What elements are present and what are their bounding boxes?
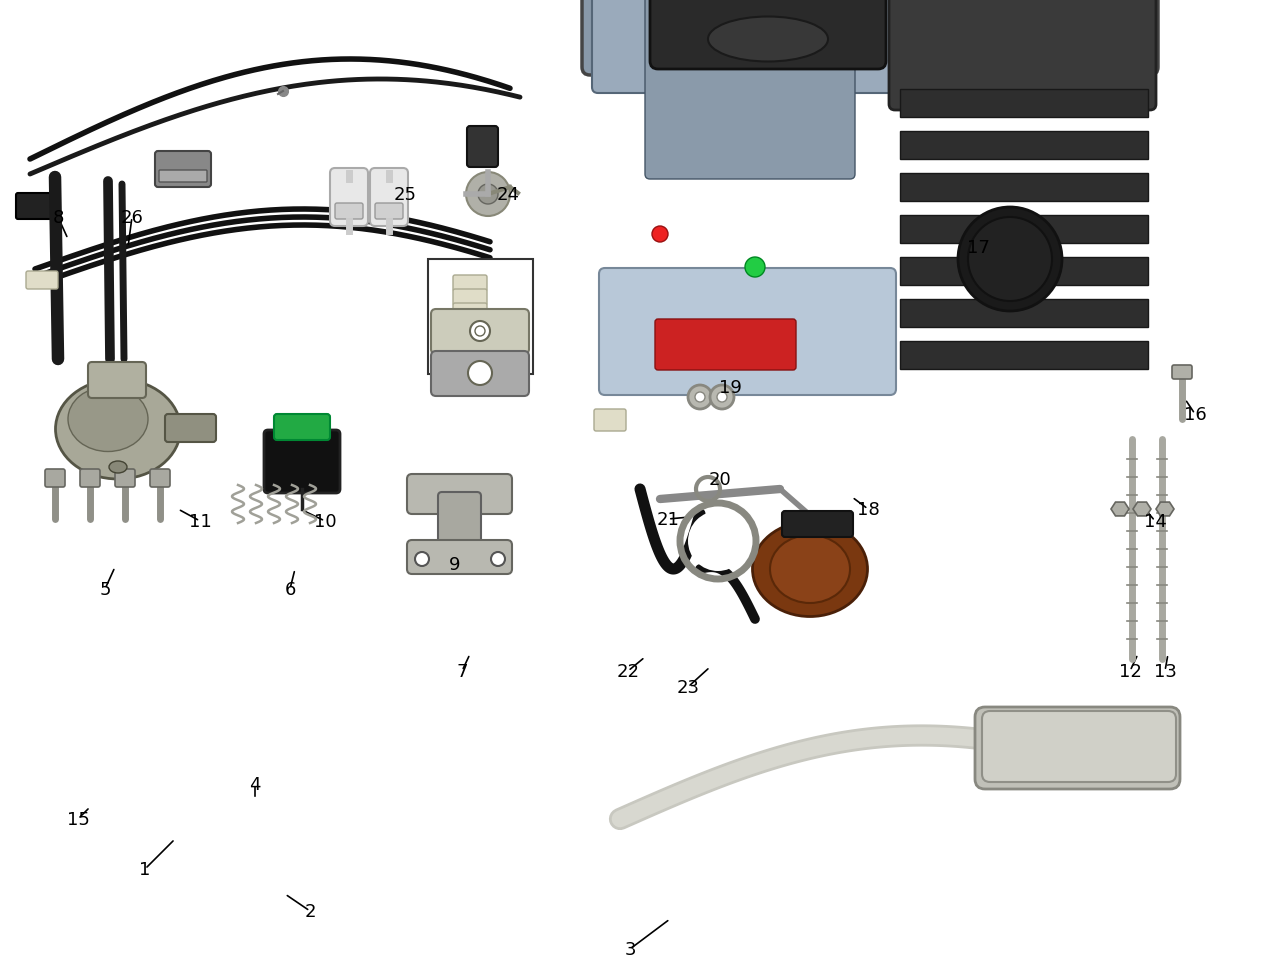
FancyBboxPatch shape <box>645 0 855 180</box>
FancyBboxPatch shape <box>890 0 1156 111</box>
Ellipse shape <box>109 462 127 473</box>
FancyBboxPatch shape <box>453 304 486 320</box>
FancyBboxPatch shape <box>26 272 58 289</box>
FancyBboxPatch shape <box>438 493 481 558</box>
FancyBboxPatch shape <box>650 0 886 70</box>
Circle shape <box>492 553 506 566</box>
FancyBboxPatch shape <box>975 707 1180 789</box>
Ellipse shape <box>771 535 850 603</box>
Text: 26: 26 <box>120 208 143 227</box>
FancyBboxPatch shape <box>982 711 1176 782</box>
FancyBboxPatch shape <box>15 194 55 220</box>
Text: 16: 16 <box>1184 406 1206 423</box>
Text: 24: 24 <box>497 186 520 203</box>
Text: 2: 2 <box>305 902 316 920</box>
FancyBboxPatch shape <box>655 320 796 371</box>
Circle shape <box>695 392 705 403</box>
Circle shape <box>689 385 712 410</box>
Text: 22: 22 <box>617 662 640 681</box>
Text: 10: 10 <box>314 512 337 530</box>
Circle shape <box>957 207 1062 312</box>
Text: 23: 23 <box>677 679 699 696</box>
Text: 25: 25 <box>393 186 416 203</box>
FancyBboxPatch shape <box>407 474 512 514</box>
Text: 7: 7 <box>456 662 467 681</box>
Circle shape <box>745 258 765 278</box>
Text: 21: 21 <box>657 511 680 528</box>
FancyBboxPatch shape <box>582 0 1158 76</box>
Bar <box>900 258 1148 286</box>
FancyBboxPatch shape <box>165 415 216 443</box>
FancyBboxPatch shape <box>453 276 486 291</box>
Ellipse shape <box>753 522 868 617</box>
FancyBboxPatch shape <box>370 169 408 227</box>
FancyBboxPatch shape <box>1172 366 1192 379</box>
Circle shape <box>468 362 492 385</box>
FancyBboxPatch shape <box>467 127 498 168</box>
FancyBboxPatch shape <box>407 541 512 574</box>
Text: 9: 9 <box>449 556 461 573</box>
Text: 19: 19 <box>718 378 741 397</box>
Circle shape <box>710 385 733 410</box>
Text: 5: 5 <box>100 580 111 599</box>
Polygon shape <box>1111 503 1129 516</box>
Bar <box>900 132 1148 159</box>
Bar <box>900 299 1148 328</box>
FancyBboxPatch shape <box>79 469 100 487</box>
Text: 20: 20 <box>709 470 731 488</box>
Circle shape <box>415 553 429 566</box>
Circle shape <box>466 173 509 217</box>
Text: 18: 18 <box>856 501 879 518</box>
Circle shape <box>475 327 485 336</box>
Circle shape <box>652 227 668 243</box>
FancyBboxPatch shape <box>431 352 529 397</box>
FancyBboxPatch shape <box>115 469 134 487</box>
Text: 4: 4 <box>250 776 261 793</box>
Text: 11: 11 <box>188 512 211 530</box>
FancyBboxPatch shape <box>594 410 626 431</box>
Circle shape <box>689 511 748 571</box>
FancyBboxPatch shape <box>599 269 896 395</box>
Circle shape <box>968 218 1052 301</box>
FancyBboxPatch shape <box>782 511 852 538</box>
Bar <box>900 216 1148 244</box>
FancyBboxPatch shape <box>453 289 486 306</box>
FancyBboxPatch shape <box>155 152 211 188</box>
Polygon shape <box>1156 503 1174 516</box>
FancyBboxPatch shape <box>431 310 529 355</box>
Text: 17: 17 <box>966 239 989 257</box>
Bar <box>900 90 1148 118</box>
FancyBboxPatch shape <box>335 203 364 220</box>
FancyBboxPatch shape <box>88 363 146 399</box>
FancyBboxPatch shape <box>375 203 403 220</box>
Circle shape <box>717 392 727 403</box>
Text: 6: 6 <box>284 580 296 599</box>
Text: 8: 8 <box>52 208 64 227</box>
Text: 14: 14 <box>1143 512 1166 530</box>
Polygon shape <box>1133 503 1151 516</box>
Ellipse shape <box>55 379 180 479</box>
Bar <box>428 260 532 375</box>
FancyBboxPatch shape <box>330 169 369 227</box>
FancyBboxPatch shape <box>591 0 893 94</box>
Circle shape <box>470 322 490 341</box>
Bar <box>900 174 1148 201</box>
Text: 1: 1 <box>140 860 151 878</box>
Circle shape <box>477 185 498 204</box>
Text: 12: 12 <box>1119 662 1142 681</box>
Text: 3: 3 <box>625 940 636 958</box>
Ellipse shape <box>68 387 148 452</box>
FancyBboxPatch shape <box>159 171 207 183</box>
FancyBboxPatch shape <box>274 415 330 440</box>
FancyBboxPatch shape <box>45 469 65 487</box>
FancyBboxPatch shape <box>150 469 170 487</box>
FancyBboxPatch shape <box>264 430 340 494</box>
Text: 13: 13 <box>1153 662 1176 681</box>
Ellipse shape <box>708 18 828 63</box>
Bar <box>900 341 1148 370</box>
Text: 15: 15 <box>67 810 90 828</box>
